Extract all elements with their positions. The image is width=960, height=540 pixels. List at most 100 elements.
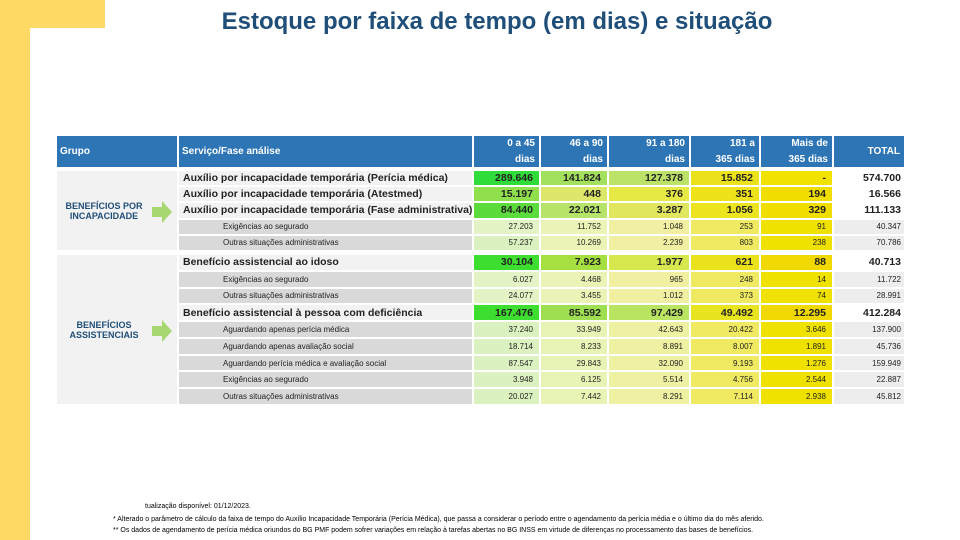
value-cell: 20.027 bbox=[473, 388, 540, 405]
total-cell: 40.347 bbox=[833, 218, 905, 235]
value-cell: 15.197 bbox=[473, 186, 540, 203]
value-cell: 1.891 bbox=[760, 337, 833, 355]
service: Aguardando apenas avaliação social bbox=[178, 337, 473, 355]
column-header: 46 a 90 dias bbox=[540, 135, 608, 168]
service: Auxílio por incapacidade temporária (Fas… bbox=[178, 202, 473, 219]
service: Benefício assistencial ao idoso bbox=[178, 254, 473, 271]
service: Auxílio por incapacidade temporária (Per… bbox=[178, 170, 473, 187]
footnote: * Alterado o parâmetro de cálculo da fai… bbox=[113, 516, 764, 523]
value-cell: 7.114 bbox=[690, 388, 760, 405]
total-cell: 159.949 bbox=[833, 354, 905, 372]
value-cell: 329 bbox=[760, 202, 833, 219]
value-cell: 1.012 bbox=[608, 287, 690, 305]
value-cell: 3.287 bbox=[608, 202, 690, 219]
column-header: 91 a 180 dias bbox=[608, 135, 690, 168]
value-cell: 14 bbox=[760, 270, 833, 288]
value-cell: 57.237 bbox=[473, 234, 540, 251]
total-cell: 70.786 bbox=[833, 234, 905, 251]
value-cell: 27.203 bbox=[473, 218, 540, 235]
value-cell: 238 bbox=[760, 234, 833, 251]
service: Auxílio por incapacidade temporária (Ate… bbox=[178, 186, 473, 203]
value-cell: 621 bbox=[690, 254, 760, 271]
service: Exigências ao segurado bbox=[178, 218, 473, 235]
value-cell: 1.048 bbox=[608, 218, 690, 235]
value-cell: 3.455 bbox=[540, 287, 608, 305]
service: Outras situações administrativas bbox=[178, 287, 473, 305]
value-cell: 18.714 bbox=[473, 337, 540, 355]
value-cell: 289.646 bbox=[473, 170, 540, 187]
service: Benefício assistencial à pessoa com defi… bbox=[178, 304, 473, 322]
column-header: Mais de 365 dias bbox=[760, 135, 833, 168]
value-cell: 6.027 bbox=[473, 270, 540, 288]
total-cell: 45.736 bbox=[833, 337, 905, 355]
column-header: 181 a 365 dias bbox=[690, 135, 760, 168]
column-header: TOTAL bbox=[833, 135, 905, 168]
group-label: BENEFÍCIOS POR INCAPACIDADE bbox=[56, 170, 178, 251]
value-cell: 33.949 bbox=[540, 321, 608, 338]
value-cell: 85.592 bbox=[540, 304, 608, 322]
value-cell: 87.547 bbox=[473, 354, 540, 372]
value-cell: 29.843 bbox=[540, 354, 608, 372]
value-cell: 6.125 bbox=[540, 371, 608, 389]
value-cell: 15.852 bbox=[690, 170, 760, 187]
total-cell: 11.722 bbox=[833, 270, 905, 288]
value-cell: 1.056 bbox=[690, 202, 760, 219]
total-cell: 137.900 bbox=[833, 321, 905, 338]
value-cell: 88 bbox=[760, 254, 833, 271]
value-cell: 3.646 bbox=[760, 321, 833, 338]
value-cell: 4.468 bbox=[540, 270, 608, 288]
value-cell: 8.291 bbox=[608, 388, 690, 405]
panel-top bbox=[105, 0, 960, 28]
value-cell: 11.752 bbox=[540, 218, 608, 235]
value-cell: 3.948 bbox=[473, 371, 540, 389]
value-cell: 248 bbox=[690, 270, 760, 288]
service: Aguardando perícia médica e avaliação so… bbox=[178, 354, 473, 372]
total-cell: 28.991 bbox=[833, 287, 905, 305]
total-cell: 16.566 bbox=[833, 186, 905, 203]
total-cell: 40.713 bbox=[833, 254, 905, 271]
value-cell: 4.756 bbox=[690, 371, 760, 389]
value-cell: 8.233 bbox=[540, 337, 608, 355]
value-cell: 448 bbox=[540, 186, 608, 203]
group-label: BENEFÍCIOS ASSISTENCIAIS bbox=[56, 254, 178, 405]
value-cell: 5.514 bbox=[608, 371, 690, 389]
value-cell: 376 bbox=[608, 186, 690, 203]
group-text: BENEFÍCIOS POR INCAPACIDADE bbox=[65, 200, 143, 221]
value-cell: 167.476 bbox=[473, 304, 540, 322]
service: Outras situações administrativas bbox=[178, 234, 473, 251]
service: Exigências ao segurado bbox=[178, 371, 473, 389]
value-cell: 127.378 bbox=[608, 170, 690, 187]
column-header: Grupo bbox=[56, 135, 178, 168]
value-cell: 32.090 bbox=[608, 354, 690, 372]
value-cell: 1.276 bbox=[760, 354, 833, 372]
value-cell: 30.104 bbox=[473, 254, 540, 271]
column-header: Serviço/Fase análise bbox=[178, 135, 473, 168]
value-cell: 373 bbox=[690, 287, 760, 305]
value-cell: 141.824 bbox=[540, 170, 608, 187]
value-cell: 97.429 bbox=[608, 304, 690, 322]
value-cell: 84.440 bbox=[473, 202, 540, 219]
value-cell: 24.077 bbox=[473, 287, 540, 305]
value-cell: 2.544 bbox=[760, 371, 833, 389]
value-cell: 22.021 bbox=[540, 202, 608, 219]
value-cell: 8.891 bbox=[608, 337, 690, 355]
value-cell: 803 bbox=[690, 234, 760, 251]
total-cell: 574.700 bbox=[833, 170, 905, 187]
total-cell: 22.887 bbox=[833, 371, 905, 389]
value-cell: 7.923 bbox=[540, 254, 608, 271]
total-cell: 45.812 bbox=[833, 388, 905, 405]
value-cell: 20.422 bbox=[690, 321, 760, 338]
value-cell: 49.492 bbox=[690, 304, 760, 322]
value-cell: 351 bbox=[690, 186, 760, 203]
total-cell: 111.133 bbox=[833, 202, 905, 219]
footnote: tualização disponível: 01/12/2023. bbox=[145, 503, 251, 510]
group-text: BENEFÍCIOS ASSISTENCIAIS bbox=[69, 319, 139, 340]
value-cell: 42.643 bbox=[608, 321, 690, 338]
value-cell: 8.007 bbox=[690, 337, 760, 355]
value-cell: 253 bbox=[690, 218, 760, 235]
value-cell: 74 bbox=[760, 287, 833, 305]
value-cell: 2.239 bbox=[608, 234, 690, 251]
service: Outras situações administrativas bbox=[178, 388, 473, 405]
title: Estoque por faixa de tempo (em dias) e s… bbox=[221, 8, 773, 35]
